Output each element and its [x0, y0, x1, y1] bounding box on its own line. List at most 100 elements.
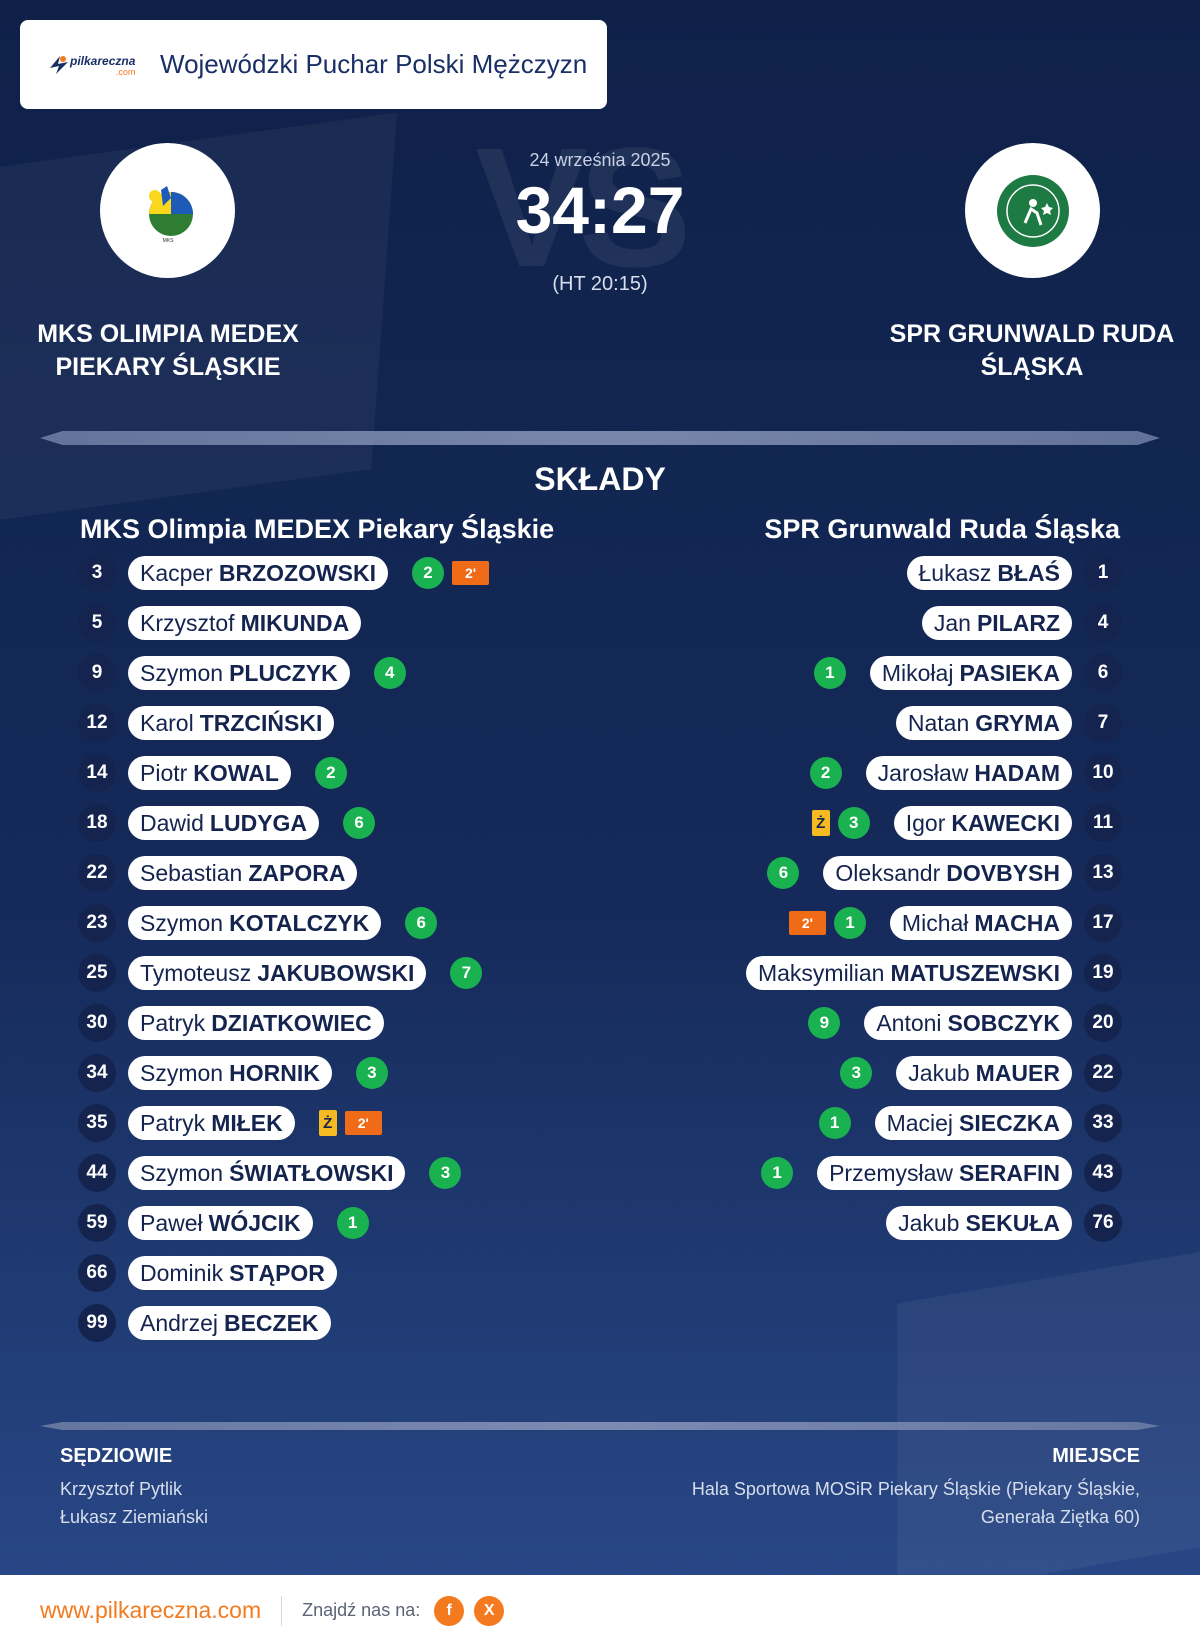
away-team-logo [965, 143, 1100, 278]
player-name: Tymoteusz JAKUBOWSKI [128, 956, 427, 990]
player-last-name: PLUCZYK [229, 659, 338, 686]
player-name: Oleksandr DOVBYSH [823, 856, 1072, 890]
referees-label: SĘDZIOWIE [60, 1445, 173, 1467]
shirt-number: 20 [1084, 1004, 1122, 1042]
brand-domain: .com [115, 67, 136, 77]
player-last-name: DZIATKOWIEC [211, 1009, 372, 1036]
suspension-badge: 2' [452, 561, 490, 585]
player-name: Przemysław SERAFIN [817, 1156, 1072, 1190]
player-events: 2 2' [412, 557, 490, 589]
player-first-name: Krzysztof [140, 609, 235, 636]
player-row: 1 Łukasz BŁAŚ [746, 554, 1122, 592]
player-first-name: Maciej [886, 1109, 954, 1136]
footer-separator [281, 1595, 283, 1626]
player-first-name: Jakub [898, 1209, 960, 1236]
player-events: 1 [818, 1107, 851, 1139]
player-events: 2 [809, 757, 842, 789]
player-name: Szymon PLUCZYK [128, 656, 350, 690]
svg-text:MKS: MKS [162, 238, 174, 244]
x-icon[interactable]: X [474, 1595, 505, 1626]
player-first-name: Maksymilian [757, 959, 885, 986]
site-logo[interactable]: pilkareczna .com [48, 45, 140, 85]
shirt-number: 11 [1084, 804, 1122, 842]
yellow-card-icon: Ż [811, 810, 830, 836]
player-events: 1 [336, 1207, 369, 1239]
handball-crest-icon: MKS [148, 185, 193, 244]
player-row: 9 Szymon PLUCZYK 4 [78, 654, 489, 692]
player-name: Kacper BRZOZOWSKI [128, 556, 389, 590]
goals-badge: 4 [373, 657, 406, 689]
player-row: 20 Antoni SOBCZYK 9 [746, 1004, 1122, 1042]
player-first-name: Mikołaj [881, 659, 954, 686]
player-row: 5 Krzysztof MIKUNDA [78, 604, 489, 642]
player-name: Szymon HORNIK [128, 1056, 332, 1090]
player-row: 35 Patryk MIŁEK Ż 2' [78, 1104, 489, 1142]
player-row: 3 Kacper BRZOZOWSKI 2 2' [78, 554, 490, 592]
player-row: 30 Patryk DZIATKOWIEC [78, 1004, 489, 1042]
shirt-number: 9 [78, 654, 116, 692]
site-link[interactable]: www.pilkareczna.com [40, 1597, 262, 1623]
shirt-number: 43 [1084, 1154, 1122, 1192]
player-last-name: TRZCIŃSKI [199, 709, 323, 736]
player-row: 23 Szymon KOTALCZYK 6 [78, 904, 489, 942]
player-name: Szymon KOTALCZYK [128, 906, 382, 940]
player-row: 4 Jan PILARZ [746, 604, 1122, 642]
player-first-name: Jan [933, 609, 971, 636]
player-last-name: JAKUBOWSKI [257, 959, 415, 986]
player-first-name: Dawid [140, 809, 204, 836]
player-last-name: BECZEK [223, 1309, 319, 1336]
shirt-number: 18 [78, 804, 116, 842]
player-last-name: SIECZKA [959, 1109, 1060, 1136]
home-squad-title: MKS Olimpia MEDEX Piekary Śląskie [80, 514, 555, 544]
player-name: Piotr KOWAL [128, 756, 291, 790]
player-events: Ż 2' [318, 1110, 382, 1136]
shirt-number: 3 [78, 554, 116, 592]
player-last-name: MACHA [974, 909, 1060, 936]
player-first-name: Jakub [908, 1059, 970, 1086]
player-last-name: KAWECKI [951, 809, 1060, 836]
shirt-number: 13 [1084, 854, 1122, 892]
player-row: 22 Jakub MAUER 3 [746, 1054, 1122, 1092]
player-events: 9 [808, 1007, 841, 1039]
shirt-number: 33 [1084, 1104, 1122, 1142]
player-first-name: Szymon [140, 909, 224, 936]
referee-name: Łukasz Ziemiański [60, 1507, 209, 1527]
player-row: 14 Piotr KOWAL 2 [78, 754, 489, 792]
player-first-name: Andrzej [140, 1309, 218, 1336]
player-last-name: SOBCZYK [947, 1009, 1060, 1036]
player-events: 3 [840, 1057, 873, 1089]
shirt-number: 59 [78, 1204, 116, 1242]
goals-badge: 1 [813, 657, 846, 689]
player-first-name: Szymon [140, 1159, 224, 1186]
home-team-logo: MKS [100, 143, 235, 278]
player-row: 66 Dominik STĄPOR [78, 1254, 489, 1292]
player-last-name: BRZOZOWSKI [218, 559, 377, 586]
player-name: Maciej SIECZKA [874, 1106, 1072, 1140]
shirt-number: 23 [78, 904, 116, 942]
competition-title: Wojewódzki Puchar Polski Mężczyzn [160, 49, 588, 79]
goals-badge: 6 [767, 857, 800, 889]
player-last-name: PILARZ [976, 609, 1060, 636]
goals-badge: 3 [355, 1057, 388, 1089]
player-last-name: HORNIK [229, 1059, 320, 1086]
player-last-name: WÓJCIK [208, 1209, 301, 1236]
player-first-name: Antoni [876, 1009, 942, 1036]
player-name: Patryk MIŁEK [128, 1106, 295, 1140]
referees-list: Krzysztof Pytlik Łukasz Ziemiański [60, 1475, 208, 1531]
player-name: Patryk DZIATKOWIEC [128, 1006, 384, 1040]
goals-badge: 6 [405, 907, 438, 939]
facebook-icon[interactable]: f [434, 1595, 465, 1626]
goals-badge: 1 [818, 1107, 851, 1139]
player-last-name: ZAPORA [248, 859, 346, 886]
player-row: 11 Igor KAWECKI 3 Ż [746, 804, 1122, 842]
player-row: 25 Tymoteusz JAKUBOWSKI 7 [78, 954, 489, 992]
player-first-name: Patryk [140, 1009, 206, 1036]
player-first-name: Natan [907, 709, 970, 736]
player-first-name: Michał [901, 909, 969, 936]
divider [40, 431, 1160, 445]
goals-badge: 3 [837, 807, 870, 839]
brand-name: pilkareczna [70, 54, 136, 68]
halftime-score: (HT 20:15) [552, 273, 648, 295]
player-name: Jakub SEKUŁA [886, 1206, 1072, 1240]
player-name: Antoni SOBCZYK [864, 1006, 1072, 1040]
